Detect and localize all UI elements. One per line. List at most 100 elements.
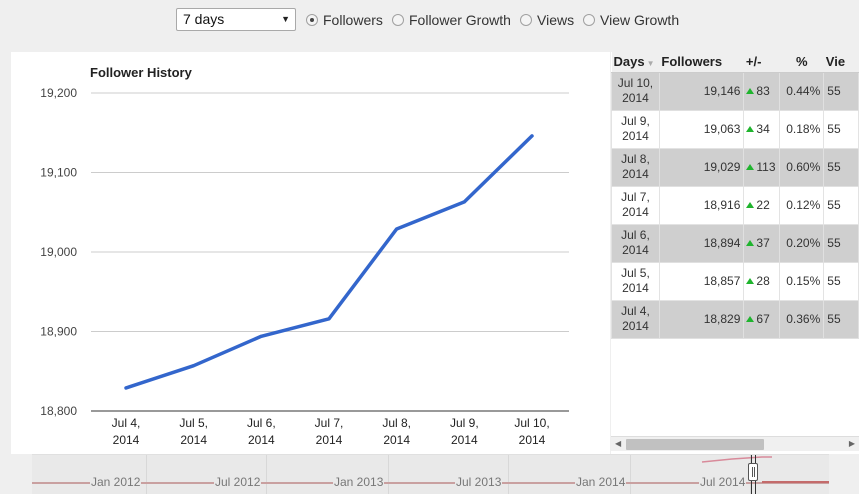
arrow-up-icon [746, 164, 755, 170]
radio-unchecked-icon [392, 14, 404, 26]
radio-view-growth[interactable]: View Growth [583, 11, 679, 29]
cell-followers: 19,146 [658, 71, 745, 111]
cell-change: 67 [743, 299, 781, 339]
x-tick-label: Jul 8, 2014 [382, 416, 411, 447]
cell-day: Jul 5, 2014 [611, 261, 660, 301]
cell-views: 55 [823, 299, 859, 339]
radio-label: Views [537, 12, 575, 28]
cell-followers: 19,029 [658, 147, 745, 187]
change-value: 28 [756, 274, 770, 288]
radio-label: View Growth [600, 12, 680, 28]
table-body: Jul 10, 2014 19,146 83 0.44% 55 Jul 9, 2014 19… [611, 71, 859, 339]
cell-percent: 0.36% [779, 299, 825, 339]
daily-stats-table-panel: Days ▼ Followers +/- % Vie Jul 10, 2014 19… [611, 52, 859, 454]
data-point [192, 364, 196, 368]
navigator-divider [146, 455, 147, 494]
chart-svg: Follower History 19,200 19,100 19,000 18,900… [40, 65, 569, 447]
cell-views: 55 [823, 147, 859, 187]
cell-views: 55 [823, 109, 859, 149]
table-row: Jul 10, 2014 19,146 83 0.44% 55 [611, 71, 859, 111]
navigator-label: Jul 2013 [455, 475, 503, 489]
x-tick-label: Jul 9, 2014 [450, 416, 479, 447]
header-views[interactable]: Vie [823, 52, 859, 73]
cell-percent: 0.44% [779, 71, 825, 111]
change-value: 67 [756, 312, 770, 326]
table-row: Jul 6, 2014 18,894 37 0.20% 55 [611, 223, 859, 263]
cell-change: 83 [743, 71, 781, 111]
y-tick-label: 18,900 [40, 325, 77, 339]
navigator-divider [508, 455, 509, 494]
x-tick-label: Jul 7, 2014 [315, 416, 344, 447]
dropdown-arrow-icon: ▼ [281, 14, 290, 24]
range-navigator[interactable]: Jan 2012 Jul 2012 Jan 2013 Jul 2013 Jan … [32, 454, 829, 494]
cell-views: 55 [823, 185, 859, 225]
cell-views: 55 [823, 71, 859, 111]
cell-percent: 0.18% [779, 109, 825, 149]
cell-change: 22 [743, 185, 781, 225]
cell-change: 34 [743, 109, 781, 149]
x-tick-label: Jul 4, 2014 [112, 416, 141, 447]
radio-label: Follower Growth [409, 12, 511, 28]
cell-day: Jul 7, 2014 [611, 185, 660, 225]
arrow-up-icon [746, 88, 755, 94]
radio-follower-growth[interactable]: Follower Growth [392, 11, 511, 29]
radio-label: Followers [323, 12, 383, 28]
navigator-label: Jul 2014 [699, 475, 747, 489]
arrow-up-icon [746, 278, 755, 284]
navigator-recent-series [701, 456, 829, 483]
y-tick-label: 19,000 [40, 245, 77, 259]
arrow-up-icon [746, 240, 755, 246]
data-point [124, 386, 128, 390]
chart-title: Follower History [90, 65, 193, 80]
data-point [462, 200, 466, 204]
radio-followers[interactable]: Followers [306, 11, 383, 29]
chart-controls: 7 days ▼ Followers Follower Growth Views… [0, 0, 859, 40]
change-value: 37 [756, 236, 770, 250]
scroll-left-icon[interactable]: ◀ [615, 439, 622, 448]
cell-day: Jul 6, 2014 [611, 223, 660, 263]
range-select-value: 7 days [183, 11, 225, 27]
scrollbar-thumb[interactable] [626, 439, 764, 450]
header-label: Days [613, 54, 645, 70]
change-value: 113 [756, 160, 776, 174]
header-percent[interactable]: % [779, 52, 824, 73]
navigator-label: Jul 2012 [214, 475, 262, 489]
navigator-drag-handle[interactable] [748, 463, 758, 481]
cell-followers: 18,829 [658, 299, 745, 339]
table-row: Jul 8, 2014 19,029 113 0.60% 55 [611, 147, 859, 187]
data-point [395, 227, 399, 231]
cell-followers: 18,916 [658, 185, 745, 225]
follower-history-chart: Follower History 19,200 19,100 19,000 18,900… [11, 52, 610, 454]
data-point [259, 334, 263, 338]
y-tick-label: 19,200 [40, 86, 77, 100]
navigator-divider [388, 455, 389, 494]
table-row: Jul 7, 2014 18,916 22 0.12% 55 [611, 185, 859, 225]
sort-arrow-icon: ▼ [646, 59, 655, 69]
radio-unchecked-icon [520, 14, 532, 26]
table-row: Jul 5, 2014 18,857 28 0.15% 55 [611, 261, 859, 301]
header-followers[interactable]: Followers [659, 52, 744, 73]
cell-day: Jul 4, 2014 [611, 299, 660, 339]
cell-percent: 0.12% [779, 185, 825, 225]
cell-day: Jul 10, 2014 [611, 71, 660, 111]
header-days[interactable]: Days ▼ [611, 52, 660, 73]
cell-views: 55 [823, 223, 859, 263]
navigator-label: Jan 2013 [333, 475, 385, 489]
cell-change: 113 [743, 147, 781, 187]
data-point [327, 317, 331, 321]
table-horizontal-scrollbar[interactable]: ◀ ▶ [611, 436, 859, 451]
header-change[interactable]: +/- [743, 52, 780, 73]
cell-followers: 18,857 [658, 261, 745, 301]
scroll-right-icon[interactable]: ▶ [848, 439, 855, 448]
range-select[interactable]: 7 days ▼ [176, 8, 296, 31]
series-line [124, 134, 534, 390]
cell-percent: 0.60% [779, 147, 825, 187]
y-tick-label: 18,800 [40, 404, 77, 418]
cell-percent: 0.20% [779, 223, 825, 263]
navigator-label: Jan 2014 [575, 475, 627, 489]
radio-views[interactable]: Views [520, 11, 574, 29]
change-value: 22 [756, 198, 770, 212]
cell-day: Jul 8, 2014 [611, 147, 660, 187]
navigator-divider [266, 455, 267, 494]
change-value: 83 [756, 84, 770, 98]
